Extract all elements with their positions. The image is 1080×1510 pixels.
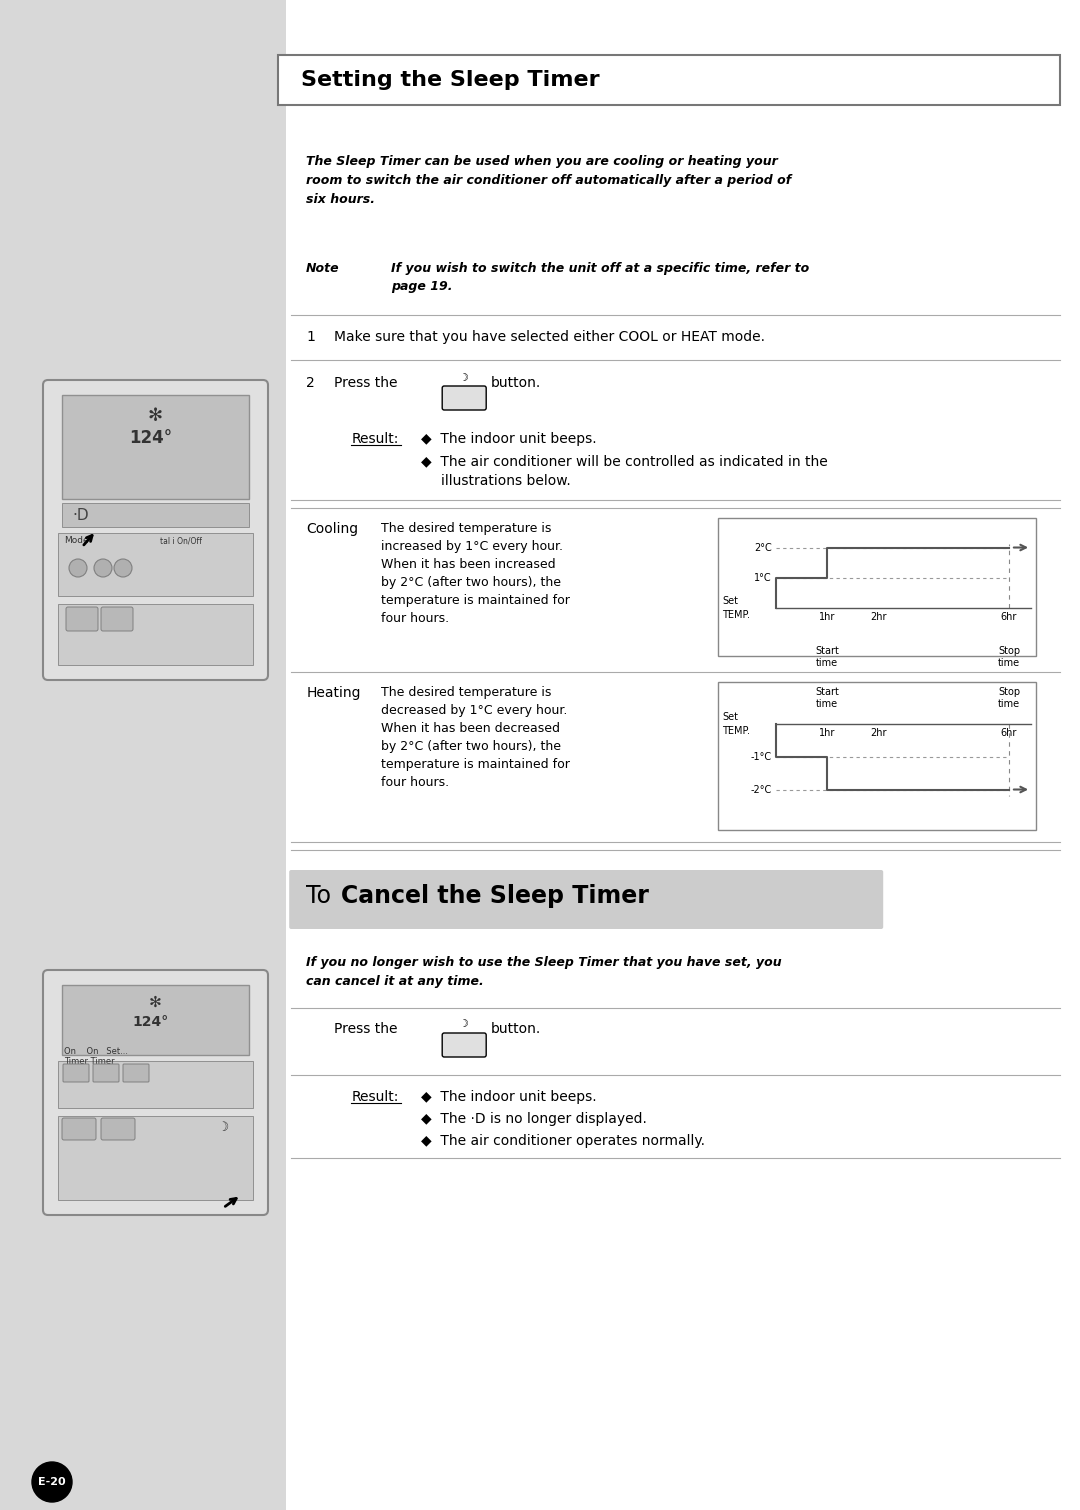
- Text: 2hr: 2hr: [870, 612, 887, 622]
- Text: time: time: [998, 699, 1021, 710]
- Text: Stop: Stop: [998, 646, 1021, 655]
- FancyBboxPatch shape: [289, 870, 883, 929]
- Text: Mode: Mode: [64, 536, 89, 545]
- Bar: [286, 0, 1080, 1510]
- Text: -1°C: -1°C: [751, 752, 772, 761]
- Text: Start: Start: [815, 687, 839, 698]
- Text: Start: Start: [815, 646, 839, 655]
- Text: time: time: [816, 699, 838, 710]
- Text: 2: 2: [307, 376, 315, 390]
- Text: To: To: [307, 883, 339, 908]
- Text: time: time: [816, 658, 838, 667]
- FancyBboxPatch shape: [102, 1117, 135, 1140]
- Text: illustrations below.: illustrations below.: [442, 474, 571, 488]
- Text: ◆  The indoor unit beeps.: ◆ The indoor unit beeps.: [421, 1090, 597, 1104]
- Bar: [58, 533, 253, 596]
- Text: ✻: ✻: [148, 408, 163, 424]
- Text: Set: Set: [723, 596, 738, 606]
- FancyBboxPatch shape: [43, 969, 268, 1216]
- Text: Setting the Sleep Timer: Setting the Sleep Timer: [301, 69, 599, 91]
- Text: ☽: ☽: [218, 1120, 229, 1134]
- Bar: [58, 1116, 253, 1200]
- Circle shape: [114, 559, 132, 577]
- Bar: [62, 396, 249, 498]
- FancyBboxPatch shape: [442, 1033, 486, 1057]
- Text: TEMP.: TEMP.: [723, 726, 750, 735]
- FancyBboxPatch shape: [123, 1065, 149, 1083]
- Text: 6hr: 6hr: [1001, 728, 1017, 738]
- Text: The desired temperature is
increased by 1°C every hour.
When it has been increas: The desired temperature is increased by …: [381, 522, 570, 625]
- Text: 1hr: 1hr: [819, 612, 836, 622]
- Text: Cooling: Cooling: [307, 522, 359, 536]
- FancyBboxPatch shape: [102, 607, 133, 631]
- Text: Result:: Result:: [351, 432, 399, 445]
- Text: ☽: ☽: [459, 373, 469, 384]
- Text: ◆  The indoor unit beeps.: ◆ The indoor unit beeps.: [421, 432, 597, 445]
- FancyBboxPatch shape: [62, 1117, 96, 1140]
- Text: 2hr: 2hr: [870, 728, 887, 738]
- Text: Press the: Press the: [334, 376, 397, 390]
- Text: 2°C: 2°C: [754, 542, 772, 553]
- Text: tal i On/Off: tal i On/Off: [161, 536, 202, 545]
- Text: Note: Note: [307, 263, 340, 275]
- Text: Press the: Press the: [334, 1022, 397, 1036]
- Text: E-20: E-20: [38, 1477, 66, 1487]
- Text: Result:: Result:: [351, 1090, 399, 1104]
- Text: ◆  The air conditioner operates normally.: ◆ The air conditioner operates normally.: [421, 1134, 705, 1148]
- Text: ✻: ✻: [149, 995, 162, 1010]
- Bar: [718, 518, 1036, 655]
- Text: 6hr: 6hr: [1001, 612, 1017, 622]
- Text: button.: button.: [491, 376, 541, 390]
- Text: If you no longer wish to use the Sleep Timer that you have set, you
can cancel i: If you no longer wish to use the Sleep T…: [307, 956, 782, 988]
- Text: 124°: 124°: [133, 1015, 168, 1028]
- Text: If you wish to switch the unit off at a specific time, refer to
page 19.: If you wish to switch the unit off at a …: [391, 263, 809, 293]
- Circle shape: [32, 1462, 72, 1502]
- Text: time: time: [998, 658, 1021, 667]
- Text: TEMP.: TEMP.: [723, 610, 750, 621]
- Text: 124°: 124°: [129, 429, 172, 447]
- Text: -2°C: -2°C: [751, 785, 772, 794]
- Circle shape: [94, 559, 112, 577]
- Circle shape: [69, 559, 87, 577]
- Text: ☽: ☽: [459, 1019, 469, 1028]
- FancyBboxPatch shape: [93, 1065, 119, 1083]
- Text: ·D: ·D: [72, 507, 89, 522]
- Text: Set: Set: [723, 713, 738, 722]
- FancyBboxPatch shape: [442, 387, 486, 411]
- Bar: [279, 54, 1059, 106]
- Text: 1hr: 1hr: [819, 728, 836, 738]
- Text: Cancel the Sleep Timer: Cancel the Sleep Timer: [341, 883, 649, 908]
- FancyBboxPatch shape: [43, 381, 268, 680]
- Text: ◆  The ·D is no longer displayed.: ◆ The ·D is no longer displayed.: [421, 1111, 647, 1126]
- FancyBboxPatch shape: [63, 1065, 89, 1083]
- Bar: [58, 604, 253, 664]
- Text: ◆  The air conditioner will be controlled as indicated in the: ◆ The air conditioner will be controlled…: [421, 455, 828, 468]
- Text: 1: 1: [307, 331, 315, 344]
- Text: On    On   Set...: On On Set...: [64, 1046, 129, 1055]
- Bar: [58, 1062, 253, 1108]
- Bar: [718, 683, 1036, 830]
- FancyBboxPatch shape: [66, 607, 98, 631]
- Bar: [62, 985, 249, 1055]
- Text: button.: button.: [491, 1022, 541, 1036]
- Text: The Sleep Timer can be used when you are cooling or heating your
room to switch : The Sleep Timer can be used when you are…: [307, 156, 792, 205]
- Text: Stop: Stop: [998, 687, 1021, 698]
- Text: Make sure that you have selected either COOL or HEAT mode.: Make sure that you have selected either …: [334, 331, 766, 344]
- Text: Timer Timer: Timer Timer: [64, 1057, 114, 1066]
- Text: 1°C: 1°C: [754, 572, 772, 583]
- Bar: [62, 503, 249, 527]
- Text: Heating: Heating: [307, 686, 361, 701]
- Text: The desired temperature is
decreased by 1°C every hour.
When it has been decreas: The desired temperature is decreased by …: [381, 686, 570, 790]
